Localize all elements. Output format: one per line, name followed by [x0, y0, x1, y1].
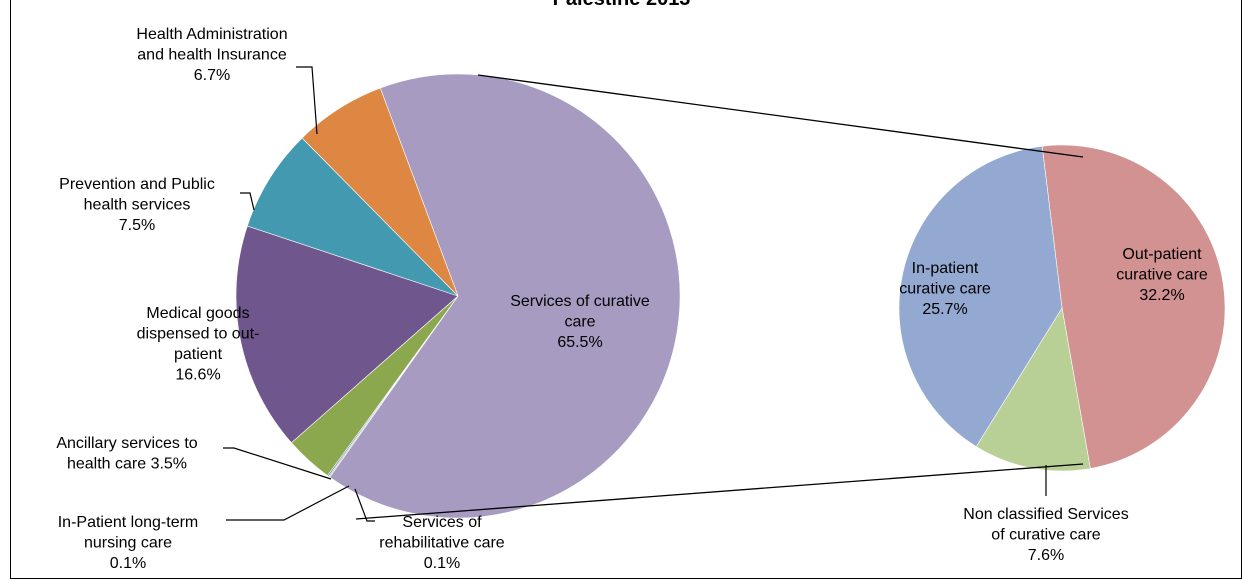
main-pie	[235, 73, 681, 519]
label-outpatient-line-1: curative care	[1116, 267, 1208, 284]
label-rehab-line-0: Services of	[402, 514, 482, 531]
label-prevention-line-1: health services	[84, 197, 191, 214]
label-medical: Medical goods dispensed to out-patient 16.…	[137, 305, 260, 384]
label-curative: Services of curative care 65.5%	[510, 293, 650, 351]
secondary-slice-0	[1041, 144, 1226, 469]
connector-lines	[355, 74, 1084, 520]
label-medical-line-2: patient	[174, 346, 223, 363]
main-slice-4	[235, 225, 459, 444]
chart-title: Palestine 2013	[0, 0, 1243, 11]
label-prevention-line-2: 7.5%	[119, 217, 155, 234]
label-ancillary-line-1: health care 3.5%	[67, 456, 187, 473]
connector-top	[477, 74, 1084, 158]
secondary-slice-2	[898, 145, 1063, 448]
leader-rehab	[354, 488, 375, 522]
label-inpatient-line-0: In-patient	[912, 260, 979, 277]
label-admin-line-0: Health Administration	[136, 26, 287, 43]
label-inpatient: In-patient curative care 25.7%	[899, 260, 991, 318]
secondary-pie	[898, 144, 1226, 472]
label-prevention-line-0: Prevention and Public	[59, 176, 215, 193]
leader-lines	[223, 66, 1047, 522]
label-prevention: Prevention and Public health services 7.5%	[59, 176, 215, 234]
label-longterm-line-1: nursing care	[84, 535, 172, 552]
label-inpatient-line-2: 25.7%	[922, 301, 967, 318]
label-nonclassified: Non classified Services of curative care 7…	[963, 506, 1128, 564]
leader-prevention	[240, 192, 255, 211]
label-curative-line-1: care	[564, 314, 595, 331]
label-inpatient-line-1: curative care	[899, 281, 991, 298]
label-ancillary: Ancillary services to health care 3.5%	[56, 435, 197, 473]
label-rehab-line-2: 0.1%	[424, 555, 460, 572]
label-medical-line-1: dispensed to out-	[137, 326, 260, 343]
data-labels: Services of curative care 65.5% Health Admi…	[56, 26, 1208, 572]
label-nonclassified-line-2: 7.6%	[1028, 547, 1064, 564]
label-longterm: In-Patient long-term nursing care 0.1%	[58, 514, 199, 572]
label-admin-line-2: 6.7%	[194, 67, 230, 84]
label-admin-line-1: and health Insurance	[137, 47, 287, 64]
main-slice-0	[329, 73, 681, 519]
leader-admin	[296, 66, 318, 135]
label-rehab-line-1: rehabilitative care	[379, 535, 505, 552]
chart-frame	[10, 0, 1242, 579]
leader-longterm	[226, 485, 350, 521]
label-longterm-line-0: In-Patient long-term	[58, 514, 199, 531]
label-longterm-line-2: 0.1%	[110, 555, 146, 572]
label-curative-line-0: Services of curative	[510, 293, 650, 310]
main-slice-6	[301, 87, 459, 297]
label-admin: Health Administration and health Insuranc…	[136, 26, 287, 84]
label-medical-line-0: Medical goods	[146, 305, 249, 322]
main-slice-5	[246, 137, 459, 297]
connector-bottom	[355, 463, 1084, 520]
label-nonclassified-line-1: of curative care	[991, 527, 1100, 544]
label-outpatient-line-2: 32.2%	[1139, 287, 1184, 304]
label-nonclassified-line-0: Non classified Services	[963, 506, 1128, 523]
leader-ancillary	[223, 447, 332, 480]
label-rehab: Services of rehabilitative care 0.1%	[379, 514, 505, 572]
label-curative-line-2: 65.5%	[557, 334, 602, 351]
label-outpatient: Out-patient curative care 32.2%	[1116, 246, 1208, 304]
label-outpatient-line-0: Out-patient	[1122, 246, 1202, 263]
label-medical-line-3: 16.6%	[175, 367, 220, 384]
label-ancillary-line-0: Ancillary services to	[56, 435, 197, 452]
